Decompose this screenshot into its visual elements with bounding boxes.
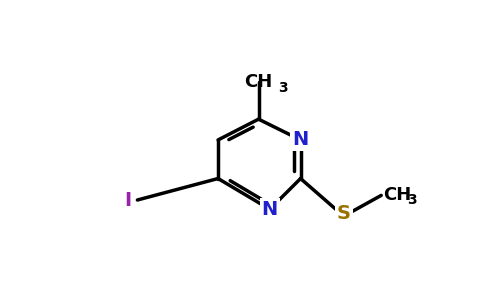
Text: 3: 3 — [278, 81, 287, 95]
Text: S: S — [337, 204, 351, 224]
Text: CH: CH — [383, 186, 411, 204]
Text: N: N — [262, 200, 278, 219]
Text: N: N — [292, 130, 309, 149]
Text: CH: CH — [244, 73, 272, 91]
Text: 3: 3 — [407, 194, 416, 208]
Text: I: I — [124, 190, 132, 209]
